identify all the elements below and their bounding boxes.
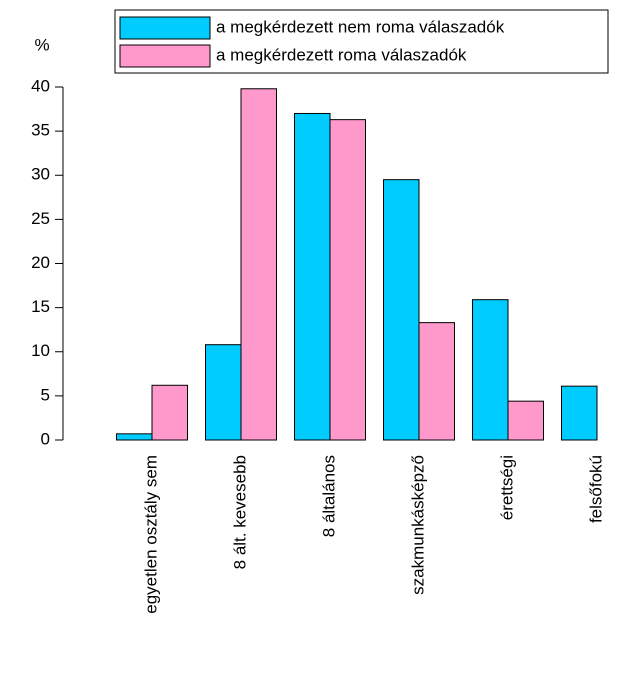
x-tick-label: 8 ált. kevesebb (230, 455, 249, 569)
legend-label: a megkérdezett roma válaszadók (216, 45, 467, 64)
bar (472, 299, 509, 441)
x-tick-label: egyetlen osztály sem (141, 455, 160, 614)
y-tick-label: 25 (31, 209, 50, 228)
y-tick-label: 5 (41, 385, 50, 404)
bar (294, 112, 331, 441)
legend-label: a megkérdezett nem roma válaszadók (216, 17, 505, 36)
y-tick-label: 10 (31, 341, 50, 360)
x-tick-label: szakmunkásképző (408, 455, 427, 595)
legend-swatch (119, 16, 211, 40)
y-tick-label: 35 (31, 121, 50, 140)
y-tick-label: 0 (41, 429, 50, 448)
y-tick-label: 40 (31, 76, 50, 95)
bar (116, 433, 153, 441)
bar (329, 119, 366, 441)
y-axis-label: % (34, 35, 49, 54)
y-tick-label: 20 (31, 253, 50, 272)
x-tick-label: felsőfokú (586, 455, 605, 523)
x-tick-label: érettségi (497, 455, 516, 520)
bar (151, 384, 188, 441)
bar (205, 344, 242, 441)
bar (383, 179, 420, 441)
bar (240, 88, 277, 441)
bar (561, 385, 598, 441)
y-tick-label: 15 (31, 297, 50, 316)
bar (418, 322, 455, 441)
bar (507, 400, 544, 441)
x-tick-label: 8 általános (319, 455, 338, 537)
y-tick-label: 30 (31, 165, 50, 184)
legend-swatch (119, 44, 211, 68)
